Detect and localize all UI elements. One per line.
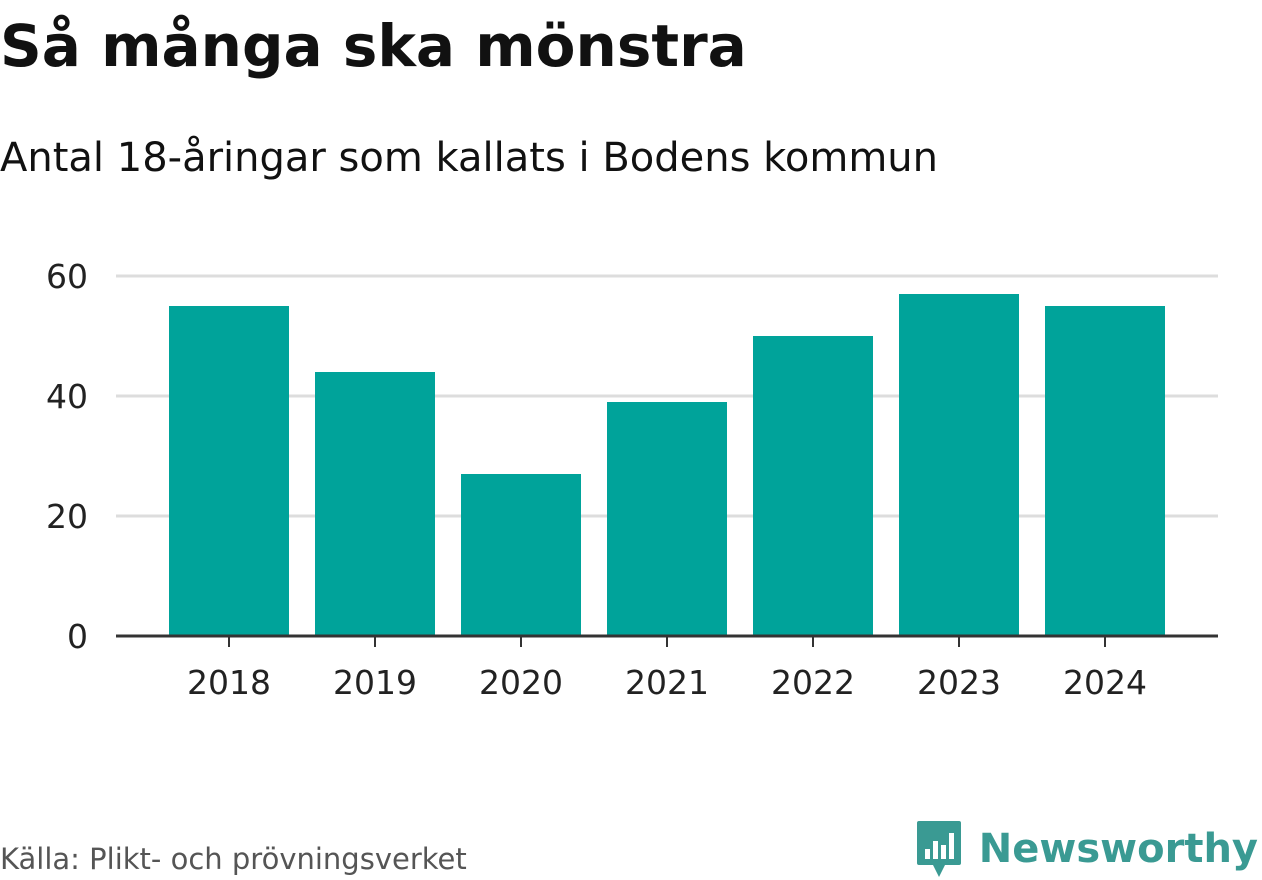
tick-labels: 0 20 40 60 2018 2019 2020 2021 2022 2023 2024 <box>46 257 1147 702</box>
bar-2020 <box>461 474 581 636</box>
x-tick-label: 2023 <box>917 663 1001 702</box>
source-note: Källa: Plikt- och prövningsverket <box>0 842 467 876</box>
y-tick-label: 60 <box>46 257 88 296</box>
x-tick-label: 2024 <box>1063 663 1147 702</box>
chart-title: Så många ska mönstra <box>0 12 747 80</box>
brand-name: Newsworthy <box>978 826 1258 872</box>
bar-2024 <box>1045 306 1165 636</box>
y-tick-label: 0 <box>67 617 88 656</box>
y-tick-label: 40 <box>46 377 88 416</box>
bars <box>169 294 1165 636</box>
chart-subtitle: Antal 18-åringar som kallats i Bodens ko… <box>0 135 938 181</box>
bar-2022 <box>753 336 873 636</box>
x-tick-label: 2020 <box>479 663 563 702</box>
x-tick-label: 2021 <box>625 663 709 702</box>
bar-2018 <box>169 306 289 636</box>
x-tick-label: 2022 <box>771 663 855 702</box>
bar-2023 <box>899 294 1019 636</box>
x-tick-label: 2019 <box>333 663 417 702</box>
bar-2019 <box>315 372 435 636</box>
bar-2021 <box>607 402 727 636</box>
axes <box>116 634 1218 647</box>
x-tick-label: 2018 <box>187 663 271 702</box>
y-tick-label: 20 <box>46 497 88 536</box>
bar-chart-speech-bubble-icon <box>916 821 961 877</box>
brand-logo: Newsworthy <box>915 818 1258 880</box>
